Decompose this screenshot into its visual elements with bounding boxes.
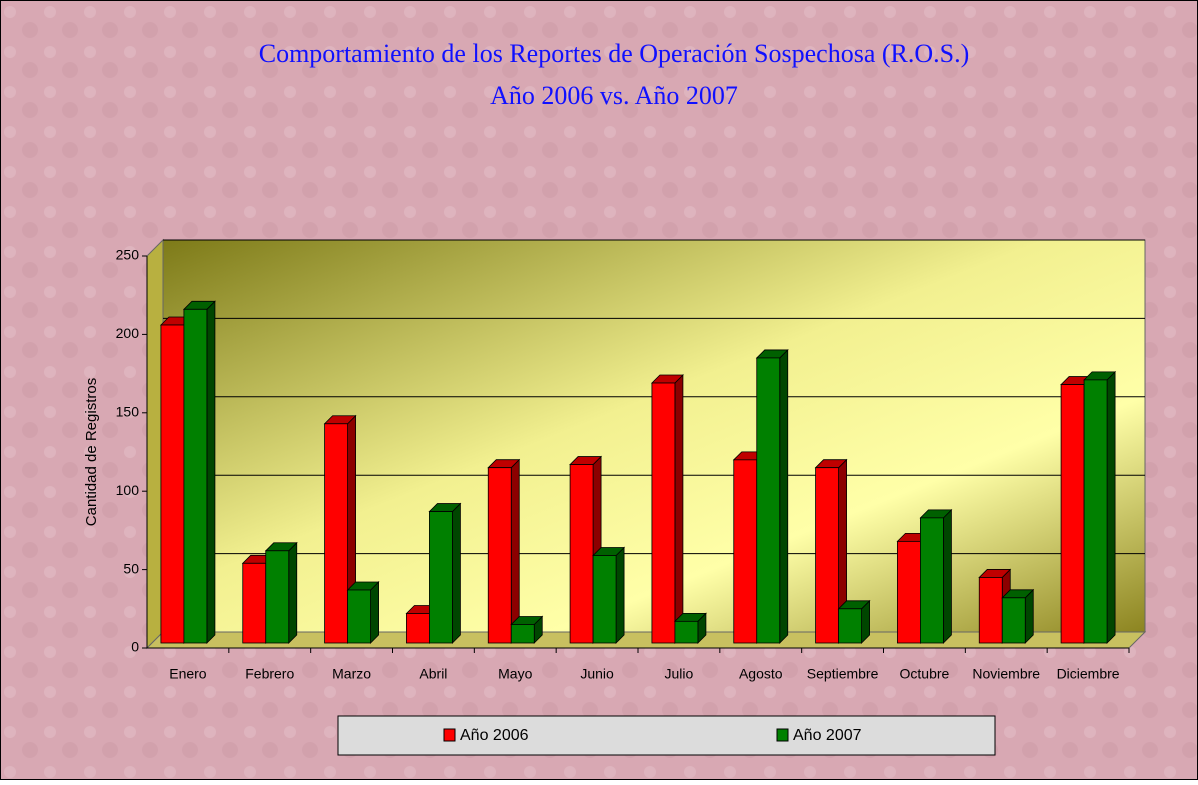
bar: [347, 589, 371, 644]
bar: [978, 577, 1003, 644]
bar-side: [674, 374, 684, 644]
x-tick-label: Octubre: [900, 666, 950, 682]
bar: [1060, 384, 1085, 644]
x-tick-label: Abril: [419, 666, 447, 682]
bar: [733, 459, 758, 644]
y-tick-label: 50: [123, 560, 139, 576]
bar: [1001, 597, 1026, 644]
bar: [674, 620, 699, 644]
chart-title: Comportamiento de los Reportes de Operac…: [259, 39, 970, 68]
x-tick-label: Febrero: [245, 666, 294, 682]
x-tick-label: Diciembre: [1057, 666, 1120, 682]
y-tick-label: 100: [116, 482, 140, 498]
legend-label: Año 2006: [460, 727, 529, 744]
bar-side: [206, 300, 216, 644]
x-tick-label: Julio: [665, 666, 694, 682]
bar: [569, 464, 594, 644]
y-tick-label: 250: [116, 247, 140, 263]
bar: [592, 555, 617, 644]
x-tick-label: Septiembre: [807, 666, 879, 682]
bar-side: [1024, 588, 1034, 644]
bar-side: [288, 541, 298, 644]
legend: [337, 715, 996, 756]
bar: [429, 511, 453, 644]
bar-side: [510, 458, 520, 644]
bar-side: [1106, 370, 1116, 644]
bar: [242, 562, 267, 644]
x-tick-label: Mayo: [498, 666, 532, 682]
bar-side: [779, 348, 789, 644]
y-tick-label: 150: [116, 404, 140, 420]
x-tick-label: Junio: [580, 666, 614, 682]
bar: [815, 467, 839, 644]
y-tick-label: 0: [131, 639, 139, 655]
x-tick-label: Agosto: [739, 666, 783, 682]
legend-swatch: [443, 728, 456, 742]
bar: [1083, 379, 1108, 644]
x-tick-label: Marzo: [332, 666, 371, 682]
bar: [920, 517, 944, 644]
bar: [265, 550, 290, 644]
y-axis-label: Cantidad de Registros: [83, 378, 100, 526]
bar: [487, 467, 512, 644]
bar: [651, 382, 676, 644]
bar: [838, 608, 862, 644]
chart-subtitle: Año 2006 vs. Año 2007: [490, 81, 738, 110]
bar-side: [370, 581, 379, 644]
y-tick-label: 200: [116, 325, 140, 341]
x-tick-label: Enero: [169, 666, 207, 682]
legend-label: Año 2007: [793, 727, 862, 744]
bar-side: [452, 502, 461, 644]
bar-side: [943, 508, 952, 644]
bar: [510, 624, 535, 644]
bar: [160, 324, 185, 644]
bar: [406, 613, 430, 644]
bar: [183, 308, 208, 644]
bar: [324, 423, 348, 644]
legend-swatch: [776, 728, 789, 742]
bar: [897, 540, 921, 644]
bar: [756, 357, 781, 644]
bar-side: [615, 546, 625, 644]
x-tick-label: Noviembre: [972, 666, 1040, 682]
